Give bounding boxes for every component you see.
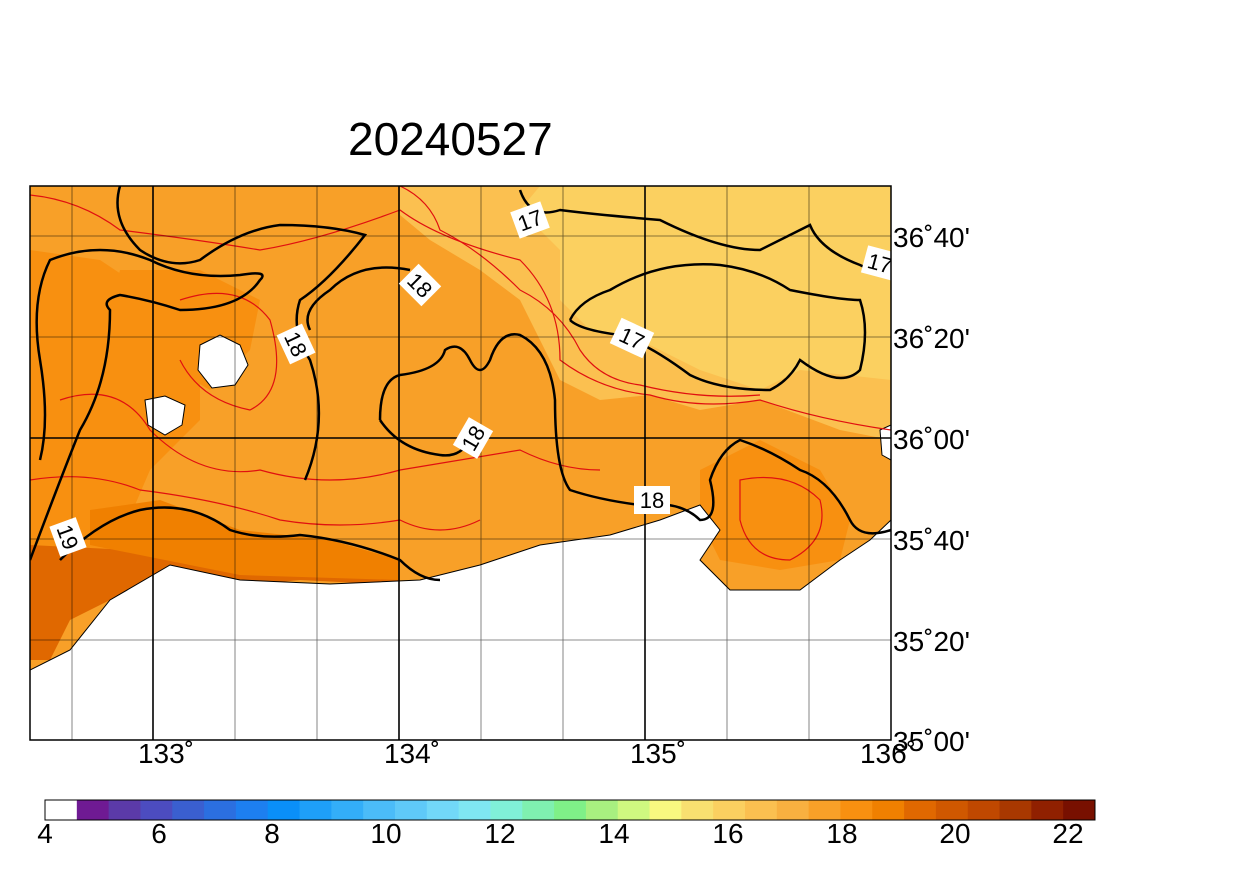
lat-label: 36˚20'	[893, 323, 970, 354]
colorbar-label: 8	[264, 818, 280, 849]
colorbar-label: 14	[598, 818, 630, 849]
red-contours	[30, 186, 891, 561]
colorbar-label: 10	[370, 818, 402, 849]
lon-label: 135˚	[629, 738, 687, 769]
colorbar-swatch	[395, 800, 428, 820]
lon-label: 133˚	[137, 738, 195, 769]
colorbar-swatch	[554, 800, 587, 820]
colorbar-swatch	[267, 800, 301, 820]
lon-label: 134˚	[383, 738, 441, 769]
lat-label: 35˚20'	[893, 626, 970, 657]
colorbar-swatch	[299, 800, 332, 820]
colorbar-swatch	[172, 800, 205, 820]
colorbar-swatch	[108, 800, 141, 820]
colorbar-swatch	[713, 800, 746, 820]
lat-label: 36˚00'	[893, 424, 970, 455]
colorbar-swatch	[1063, 800, 1096, 820]
colorbar-swatch	[363, 800, 396, 820]
colorbar-swatch	[235, 800, 269, 820]
colorbar-label: 12	[484, 818, 516, 849]
colorbar-label: 20	[939, 818, 971, 849]
minor-grid	[30, 186, 891, 740]
colorbar-label: 18	[826, 818, 858, 849]
black-contours	[30, 186, 891, 582]
colorbar-swatch	[45, 800, 78, 820]
map-frame	[29, 185, 892, 741]
colorbar-swatch	[840, 800, 873, 820]
colorbar	[45, 800, 1096, 820]
colorbar-frame	[44, 799, 1096, 821]
colorbar-swatch	[490, 800, 523, 820]
colorbar-swatch	[204, 800, 237, 820]
map-title: 20240527	[348, 113, 553, 165]
colorbar-swatch	[649, 800, 682, 820]
contour-label: 18	[640, 488, 664, 513]
colorbar-swatch	[904, 800, 937, 820]
colorbar-swatch	[458, 800, 491, 820]
colorbar-swatch	[585, 800, 619, 820]
colorbar-swatch	[331, 800, 364, 820]
colorbar-swatch	[1031, 800, 1064, 820]
colorbar-label: 22	[1052, 818, 1084, 849]
colorbar-label: 16	[712, 818, 744, 849]
sst-field: 17 17 17 18 18 18 18 19	[30, 186, 891, 740]
lon-label: 136˚	[859, 738, 917, 769]
colorbar-swatch	[808, 800, 841, 820]
colorbar-swatch	[140, 800, 173, 820]
colorbar-swatch	[967, 800, 1001, 820]
colorbar-swatch	[935, 800, 969, 820]
colorbar-swatch	[76, 800, 110, 820]
lat-label: 36˚40'	[893, 222, 970, 253]
lat-label: 35˚40'	[893, 525, 970, 556]
colorbar-swatch	[999, 800, 1032, 820]
colorbar-swatch	[872, 800, 905, 820]
colorbar-label: 4	[37, 818, 53, 849]
colorbar-swatch	[681, 800, 714, 820]
colorbar-label: 6	[151, 818, 167, 849]
colorbar-swatch	[776, 800, 810, 820]
colorbar-swatch	[617, 800, 651, 820]
colorbar-swatch	[426, 800, 460, 820]
colorbar-swatch	[745, 800, 778, 820]
colorbar-swatch	[522, 800, 555, 820]
lat-label: 35˚00'	[893, 726, 970, 757]
